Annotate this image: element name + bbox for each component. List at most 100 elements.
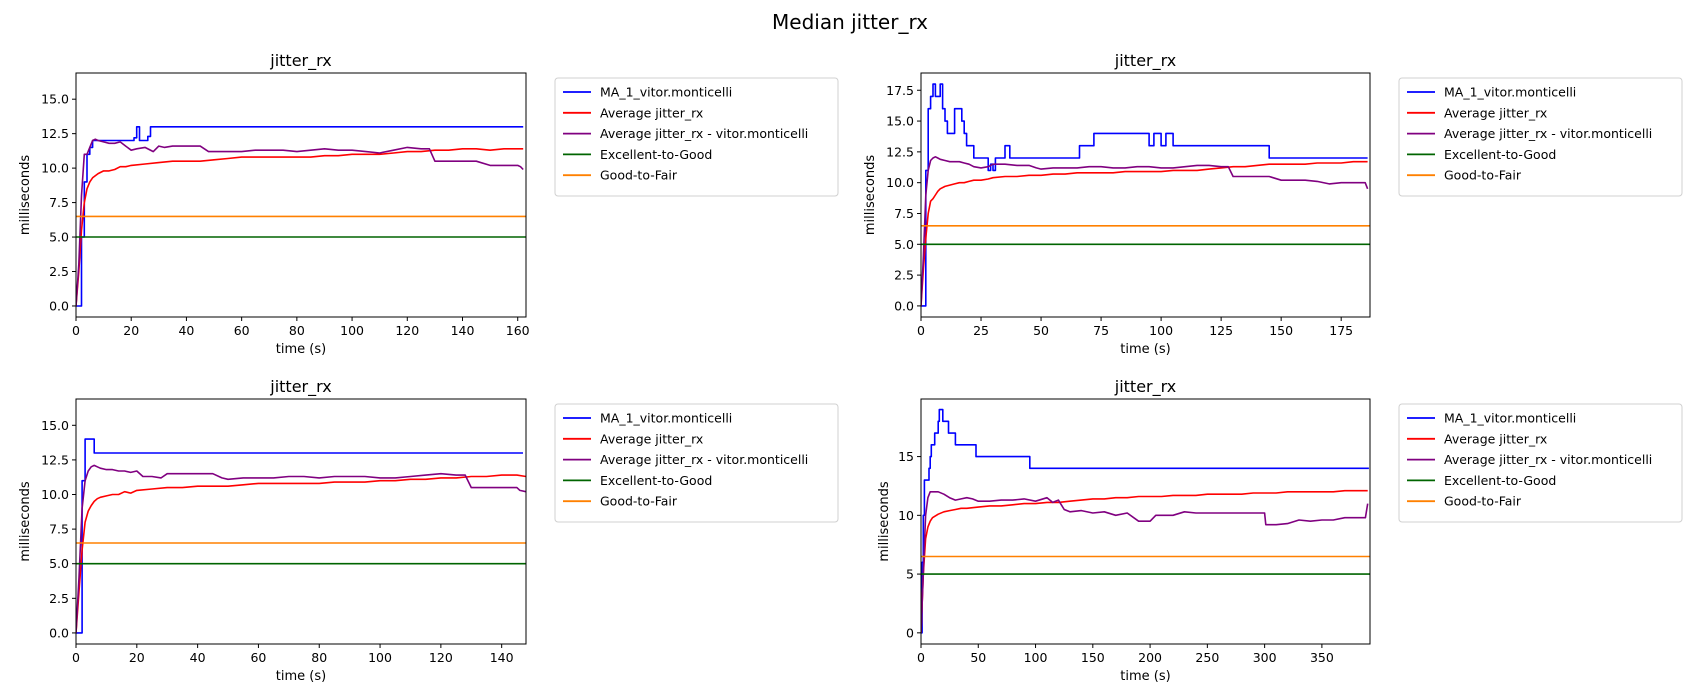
y-tick-label: 5.0	[49, 230, 69, 245]
y-tick-label: 0.0	[49, 298, 69, 313]
legend-box	[1398, 77, 1683, 197]
x-tick-label: 100	[368, 650, 392, 665]
legend-label: MA_1_vitor.monticelli	[600, 85, 732, 100]
legend-box	[554, 77, 839, 197]
y-axis-label: milliseconds	[863, 155, 878, 235]
legend-label: MA_1_vitor.monticelli	[1444, 411, 1576, 426]
x-tick-label: 350	[1310, 650, 1334, 665]
y-tick-label: 7.5	[49, 522, 69, 537]
legend-box	[554, 403, 839, 523]
x-tick-label: 200	[1138, 650, 1162, 665]
x-tick-label: 75	[1093, 323, 1109, 338]
plot-frame	[75, 398, 527, 645]
x-tick-label: 100	[1024, 650, 1048, 665]
legend-label: Excellent-to-Good	[600, 473, 712, 488]
y-tick-label: 10.0	[41, 487, 69, 502]
y-tick-label: 17.5	[886, 83, 914, 98]
y-tick-label: 5.0	[49, 556, 69, 571]
x-tick-label: 140	[490, 650, 514, 665]
x-tick-label: 150	[1081, 650, 1105, 665]
x-tick-label: 60	[234, 323, 250, 338]
x-tick-label: 150	[1269, 323, 1293, 338]
legend-label: Excellent-to-Good	[1444, 147, 1556, 162]
x-tick-label: 100	[1149, 323, 1173, 338]
y-tick-label: 15.0	[886, 114, 914, 129]
legend-label: MA_1_vitor.monticelli	[600, 411, 732, 426]
series-group	[76, 126, 526, 307]
legend: MA_1_vitor.monticelli Average jitter_rx Av…	[554, 403, 839, 523]
y-tick-label: 7.5	[894, 206, 914, 221]
legend-label: Average jitter_rx - vitor.monticelli	[1444, 452, 1652, 467]
series-line-2	[76, 148, 524, 307]
legend: MA_1_vitor.monticelli Average jitter_rx Av…	[1398, 77, 1683, 197]
x-axis-label: time (s)	[1120, 342, 1170, 357]
y-tick-label: 0.0	[894, 298, 914, 313]
chart-grid: 0 20 40 60 80 100 120 140 160 0.0 2.5 5.0 7.5 10.0 12.…	[18, 51, 1683, 684]
chart-3: 0 20 40 60 80 100 120 140 0.0 2.5 5.0 7.5 10.0 12.5 15…	[18, 377, 839, 684]
series-line-3	[76, 464, 526, 633]
legend-label: Average jitter_rx	[600, 105, 703, 120]
plot-frame	[920, 398, 1371, 645]
x-axis-label: time (s)	[276, 669, 326, 684]
x-tick-label: 140	[451, 323, 475, 338]
legend-label: Good-to-Fair	[600, 494, 678, 509]
chart-title: jitter_rx	[269, 51, 331, 71]
x-tick-label: 80	[311, 650, 327, 665]
x-axis-label: time (s)	[276, 342, 326, 357]
legend-label: Good-to-Fair	[600, 168, 678, 183]
x-tick-label: 0	[917, 650, 925, 665]
y-tick-label: 2.5	[49, 264, 69, 279]
x-tick-label: 40	[178, 323, 194, 338]
chart-2: 0 25 50 75 100 125 150 175 0.0 2.5 5.0 7.5 10.0 12.5 1…	[863, 51, 1683, 357]
y-tick-label: 15	[898, 449, 914, 464]
x-tick-label: 0	[917, 323, 925, 338]
x-tick-label: 160	[506, 323, 530, 338]
x-tick-label: 100	[340, 323, 364, 338]
x-tick-label: 50	[970, 650, 986, 665]
y-tick-label: 7.5	[49, 195, 69, 210]
x-tick-label: 120	[395, 323, 419, 338]
series-line-1	[921, 83, 1368, 307]
x-tick-label: 0	[72, 323, 80, 338]
x-tick-label: 125	[1209, 323, 1233, 338]
x-tick-label: 20	[123, 323, 139, 338]
x-tick-label: 60	[250, 650, 266, 665]
chart-title: jitter_rx	[1114, 377, 1176, 397]
x-axis-label: time (s)	[1120, 669, 1170, 684]
y-tick-label: 12.5	[41, 452, 69, 467]
y-tick-label: 15.0	[41, 92, 69, 107]
x-tick-label: 120	[429, 650, 453, 665]
legend-label: Average jitter_rx - vitor.monticelli	[1444, 126, 1652, 141]
series-line-2	[921, 489, 1368, 633]
x-tick-label: 300	[1253, 650, 1277, 665]
legend-label: Good-to-Fair	[1444, 168, 1522, 183]
y-tick-label: 10.0	[41, 161, 69, 176]
y-tick-label: 10.0	[886, 175, 914, 190]
series-group	[921, 408, 1370, 634]
x-tick-label: 50	[1033, 323, 1049, 338]
y-tick-label: 2.5	[894, 268, 914, 283]
chart-4: 0 50 100 150 200 250 300 350 0 5 10 15 jitter_rxtime…	[877, 377, 1683, 684]
series-line-3	[921, 156, 1369, 306]
series-line-2	[76, 474, 526, 633]
x-tick-label: 40	[190, 650, 206, 665]
chart-title: jitter_rx	[269, 377, 331, 397]
chart-title: jitter_rx	[1114, 51, 1176, 71]
y-tick-label: 12.5	[41, 126, 69, 141]
legend-label: Average jitter_rx - vitor.monticelli	[600, 126, 808, 141]
legend: MA_1_vitor.monticelli Average jitter_rx Av…	[1398, 403, 1683, 523]
y-axis-label: milliseconds	[877, 481, 892, 561]
y-tick-label: 5.0	[894, 237, 914, 252]
legend-box	[1398, 403, 1683, 523]
series-line-3	[76, 138, 524, 307]
legend-label: Average jitter_rx	[600, 431, 703, 446]
legend-label: Excellent-to-Good	[1444, 473, 1556, 488]
series-group	[76, 438, 526, 634]
y-tick-label: 5	[906, 567, 914, 582]
legend-label: MA_1_vitor.monticelli	[1444, 85, 1576, 100]
series-line-2	[921, 160, 1368, 306]
figure-suptitle: Median jitter_rx	[772, 10, 928, 34]
x-tick-label: 20	[129, 650, 145, 665]
y-axis-label: milliseconds	[18, 155, 33, 235]
plot-frame	[920, 72, 1371, 318]
